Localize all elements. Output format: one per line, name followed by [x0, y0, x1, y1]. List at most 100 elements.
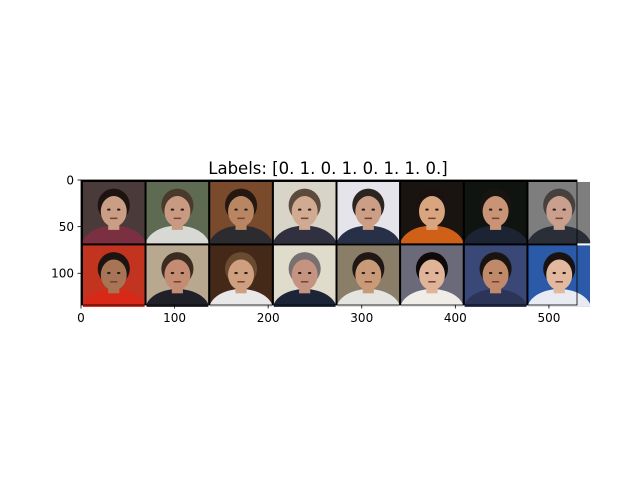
- face-tile-12: [273, 245, 336, 307]
- chart-title: Labels: [0. 1. 0. 1. 0. 1. 1. 0.]: [208, 159, 447, 178]
- tile-eye-right: [307, 208, 312, 211]
- tile-face: [482, 196, 509, 227]
- y-tick-label: 0: [66, 173, 74, 187]
- tile-mouth: [364, 281, 373, 283]
- tile-eye-right: [498, 271, 503, 275]
- face-tile-11: [210, 245, 272, 307]
- face-tile-15: [464, 245, 527, 307]
- tile-mouth: [428, 217, 436, 220]
- x-tick-label: 300: [350, 311, 373, 325]
- tile-mouth: [300, 281, 309, 283]
- tile-eye-left: [107, 208, 111, 211]
- tile-eye-left: [552, 208, 557, 211]
- tile-eye-left: [361, 271, 366, 275]
- tile-eye-left: [297, 208, 302, 211]
- tile-face: [546, 196, 573, 227]
- tile-face: [100, 259, 127, 291]
- tile-eye-right: [562, 271, 566, 275]
- tile-eye-left: [488, 271, 493, 275]
- tile-shoulders: [273, 289, 336, 307]
- tile-face: [291, 259, 318, 291]
- tile-eye-left: [552, 271, 557, 275]
- tile-face: [482, 259, 509, 291]
- tile-shoulders: [464, 225, 527, 244]
- tile-eye-right: [244, 271, 248, 275]
- x-axis: 0 100 200 300 400 500: [77, 305, 560, 325]
- tile-shoulders: [401, 289, 463, 307]
- tile-shoulders: [401, 225, 463, 244]
- tile-eye-right: [307, 271, 312, 275]
- face-tile-14: [401, 245, 463, 307]
- tile-eye-right: [562, 208, 566, 211]
- tile-shoulders: [82, 289, 145, 307]
- tile-eye-left: [425, 208, 429, 211]
- tile-eye-right: [371, 271, 375, 275]
- tile-eye-left: [425, 271, 429, 275]
- tile-shoulders: [337, 225, 400, 244]
- x-tick-label: 0: [77, 311, 85, 325]
- tile-face: [355, 196, 382, 227]
- image-grid: [81, 180, 591, 307]
- face-tile-4: [273, 181, 336, 244]
- tile-eye-right: [498, 208, 503, 211]
- y-axis: 0 50 100: [51, 173, 81, 281]
- tile-mouth: [237, 217, 245, 220]
- face-tile-10: [146, 245, 209, 307]
- tile-eye-right: [244, 208, 248, 211]
- tile-mouth: [173, 217, 182, 220]
- tile-eye-right: [435, 271, 439, 275]
- tile-shoulders: [82, 225, 145, 244]
- face-tile-9: [82, 245, 145, 307]
- tile-eye-left: [107, 271, 111, 275]
- tile-shoulders: [210, 289, 272, 307]
- tile-face: [355, 259, 382, 291]
- tile-eye-right: [116, 271, 121, 275]
- face-tile-2: [146, 181, 209, 244]
- tile-shoulders: [210, 225, 272, 244]
- tile-shoulders: [146, 225, 209, 244]
- tile-face: [164, 259, 191, 291]
- tile-mouth: [173, 281, 182, 283]
- tile-mouth: [237, 281, 245, 283]
- tile-eye-left: [170, 208, 175, 211]
- axes-spines: [80, 179, 578, 306]
- tile-eye-left: [234, 271, 238, 275]
- x-tick-label: 200: [257, 311, 280, 325]
- face-tile-7: [464, 181, 527, 244]
- tile-mouth: [555, 217, 563, 220]
- tile-face: [418, 259, 445, 291]
- tile-face: [418, 196, 445, 227]
- tile-mouth: [110, 217, 118, 220]
- tile-mouth: [555, 281, 563, 283]
- face-tile-6: [401, 181, 463, 244]
- tile-shoulders: [528, 225, 591, 244]
- face-tile-5: [337, 181, 400, 244]
- tile-mouth: [491, 217, 500, 220]
- x-tick-label: 100: [163, 311, 186, 325]
- tile-eye-right: [435, 208, 439, 211]
- tile-eye-left: [297, 271, 302, 275]
- tile-mouth: [428, 281, 436, 283]
- y-tick-label: 50: [59, 220, 74, 234]
- tile-mouth: [364, 217, 373, 220]
- face-tile-16: [528, 245, 591, 307]
- tile-shoulders: [528, 289, 591, 307]
- axes-frame: [80, 179, 578, 306]
- tile-shoulders: [146, 289, 209, 307]
- tile-eye-right: [371, 208, 375, 211]
- tile-face: [100, 196, 127, 227]
- tile-eye-left: [170, 271, 175, 275]
- tile-eye-right: [116, 208, 121, 211]
- y-tick-label: 100: [51, 267, 74, 281]
- tile-mouth: [491, 281, 500, 283]
- tile-eye-left: [361, 208, 366, 211]
- tile-face: [164, 196, 191, 227]
- tile-eye-right: [180, 271, 185, 275]
- tile-mouth: [110, 281, 118, 283]
- face-tile-1: [82, 181, 145, 244]
- tile-face: [228, 259, 255, 291]
- face-tile-13: [337, 245, 400, 307]
- tile-shoulders: [337, 289, 400, 307]
- tile-eye-left: [488, 208, 493, 211]
